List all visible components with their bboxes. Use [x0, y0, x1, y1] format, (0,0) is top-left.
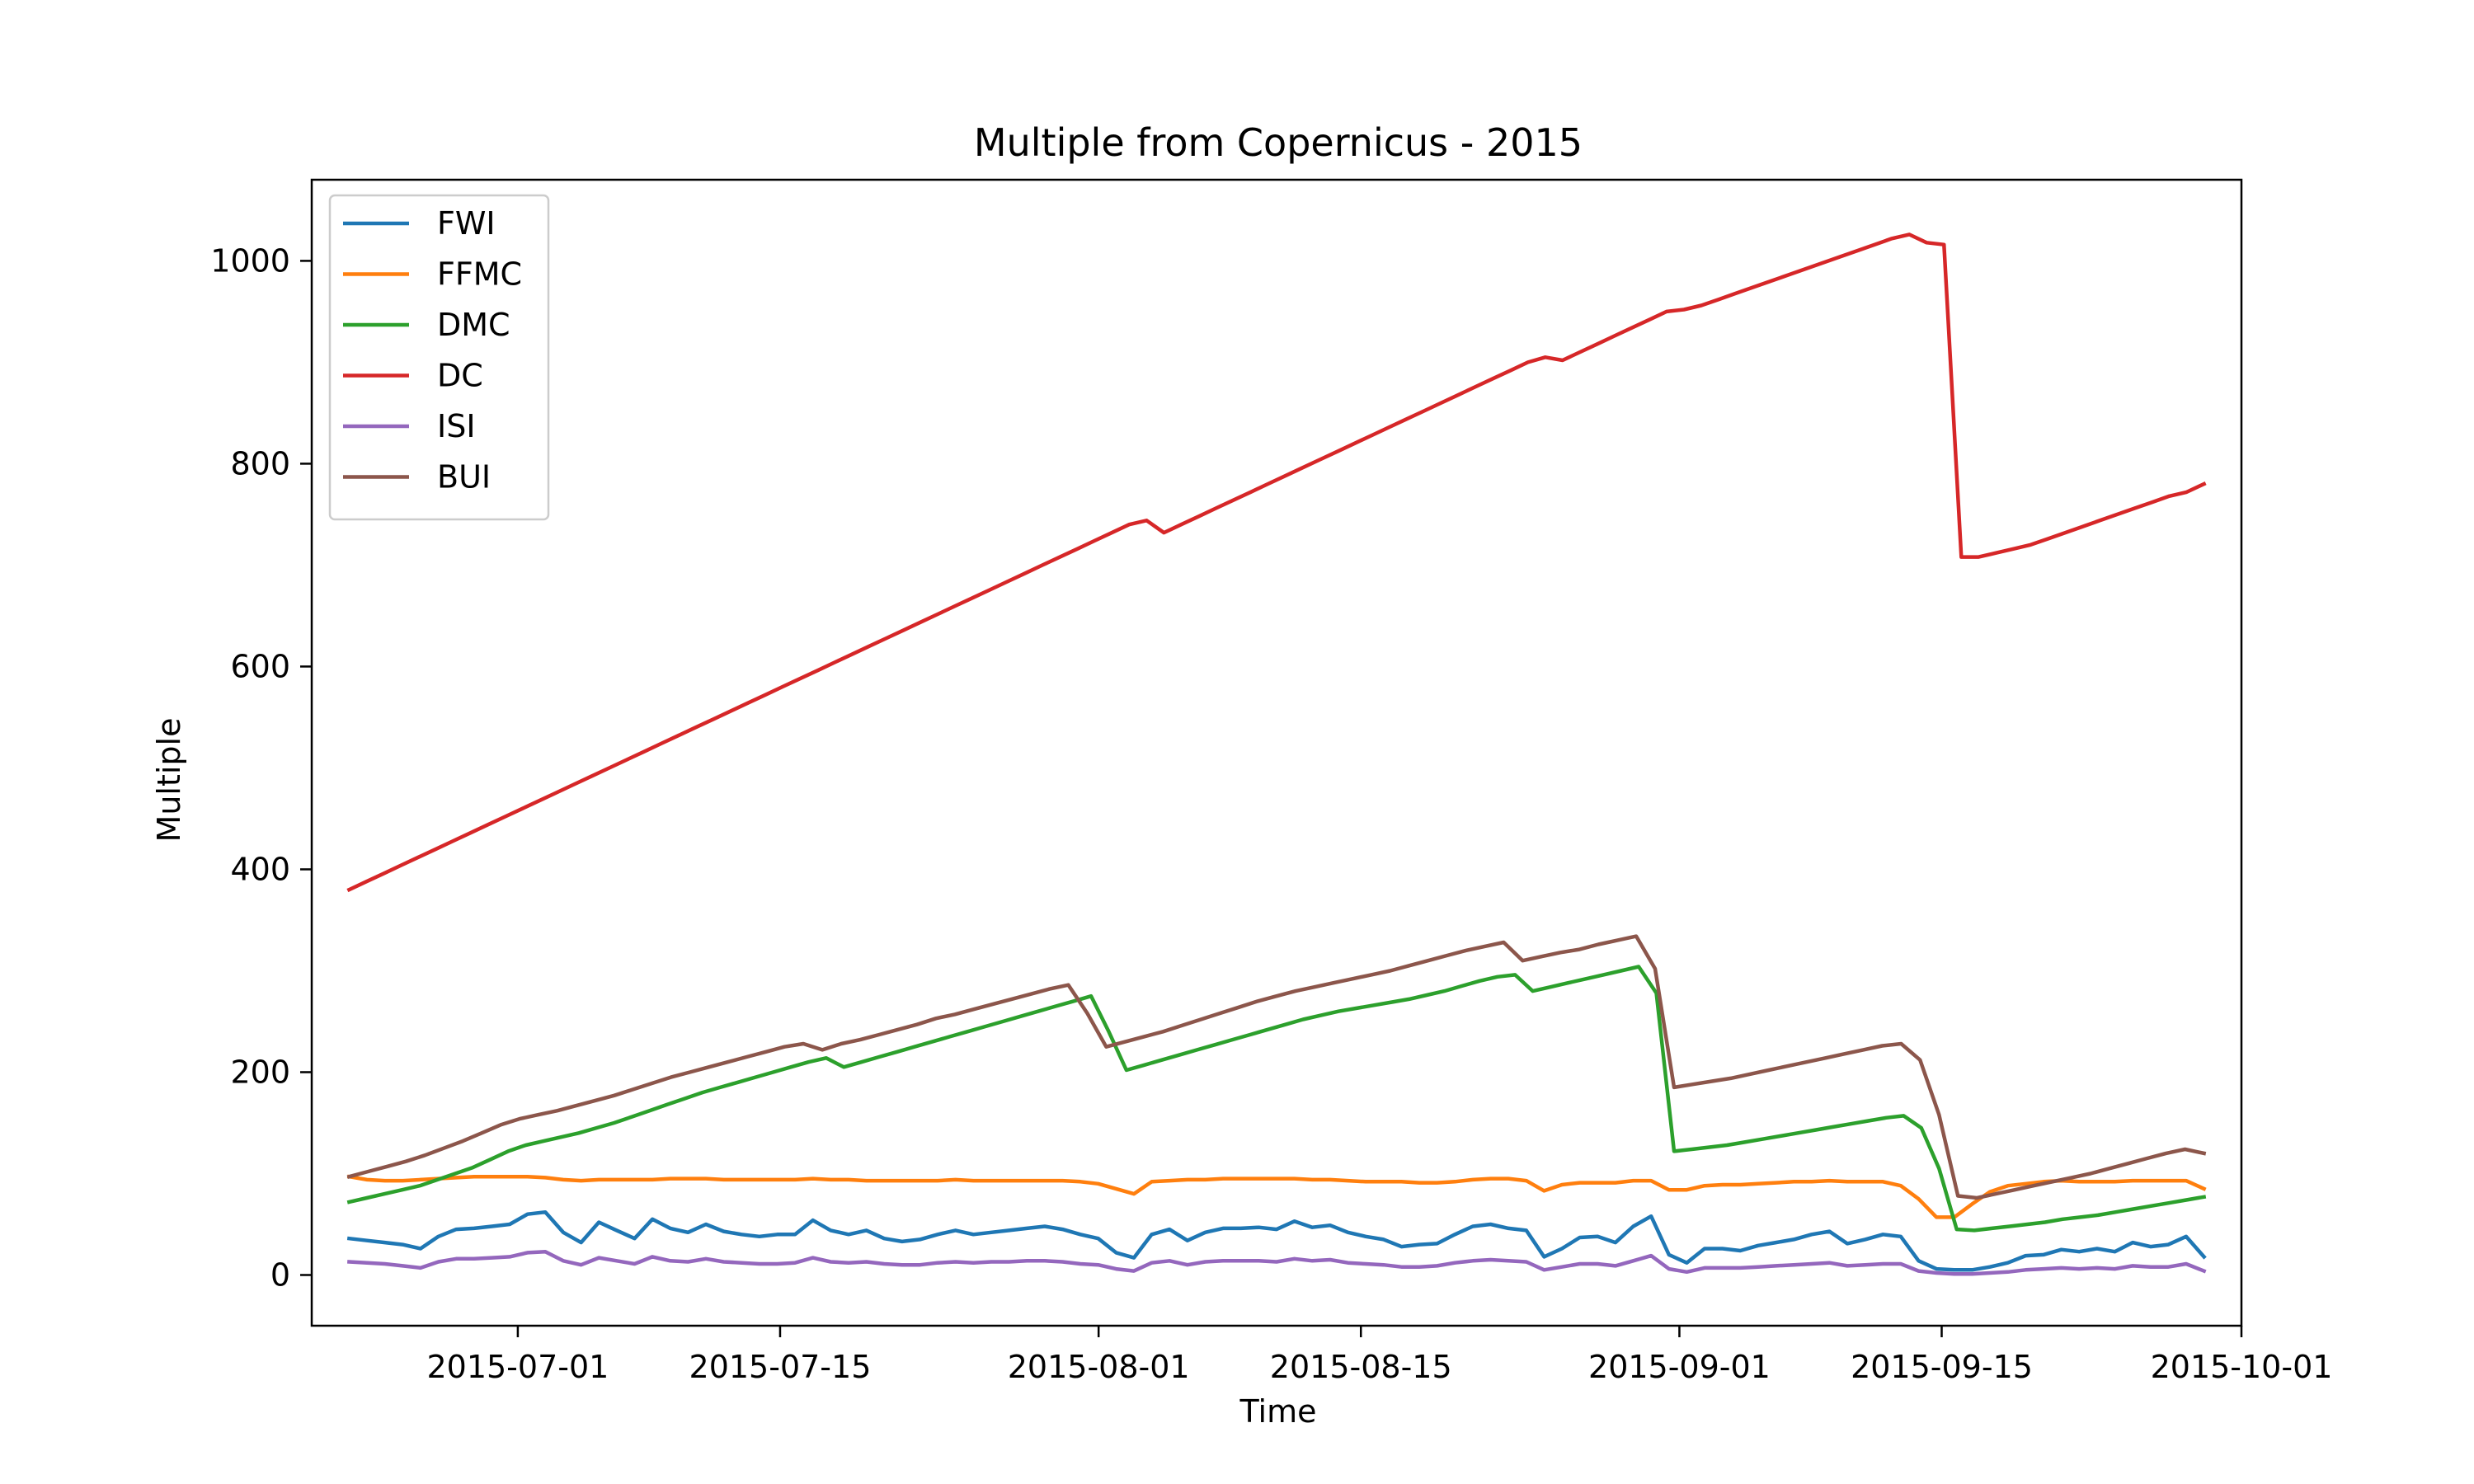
y-axis: 0 200 400 600 800 1000 — [210, 242, 312, 1293]
x-tick-label: 2015-07-01 — [426, 1349, 609, 1385]
series-line-dc — [346, 232, 2207, 893]
legend-label-isi: ISI — [437, 408, 476, 444]
legend-label-bui: BUI — [437, 459, 491, 495]
x-tick-label: 2015-07-15 — [689, 1349, 872, 1385]
y-tick-label: 400 — [230, 851, 290, 887]
series-line-isi — [347, 1249, 2207, 1276]
x-tick-label: 2015-08-01 — [1008, 1349, 1190, 1385]
legend-label-fwi: FWI — [437, 205, 496, 242]
y-tick-label: 600 — [230, 648, 290, 684]
series-line-ffmc — [346, 1174, 2207, 1219]
x-tick-label: 2015-08-15 — [1270, 1349, 1452, 1385]
x-axis: 2015-07-01 2015-07-15 2015-08-01 2015-08-15… — [426, 1326, 2332, 1385]
series-line-fwi — [346, 1209, 2207, 1272]
chart-title: Multiple from Copernicus - 2015 — [974, 120, 1583, 165]
y-axis-label: Multiple — [151, 718, 187, 843]
legend-label-dmc: DMC — [437, 307, 510, 343]
legend: FWI FFMC DMC DC ISI BUI — [328, 194, 550, 521]
x-tick-label: 2015-10-01 — [2151, 1349, 2333, 1385]
y-tick-label: 200 — [230, 1054, 290, 1090]
y-tick-label: 800 — [230, 445, 290, 481]
y-tick-label: 0 — [270, 1256, 290, 1293]
x-tick-label: 2015-09-15 — [1851, 1349, 2033, 1385]
series-line-dmc — [346, 965, 2207, 1233]
legend-label-ffmc: FFMC — [437, 256, 522, 293]
legend-label-dc: DC — [437, 358, 483, 394]
y-tick-label: 1000 — [210, 242, 290, 279]
series-line-bui — [346, 934, 2207, 1200]
series-layer — [346, 232, 2207, 1276]
plot-frame — [310, 178, 2243, 1327]
legend-box — [328, 194, 550, 521]
x-axis-label: Time — [1239, 1393, 1317, 1430]
x-tick-label: 2015-09-01 — [1588, 1349, 1771, 1385]
